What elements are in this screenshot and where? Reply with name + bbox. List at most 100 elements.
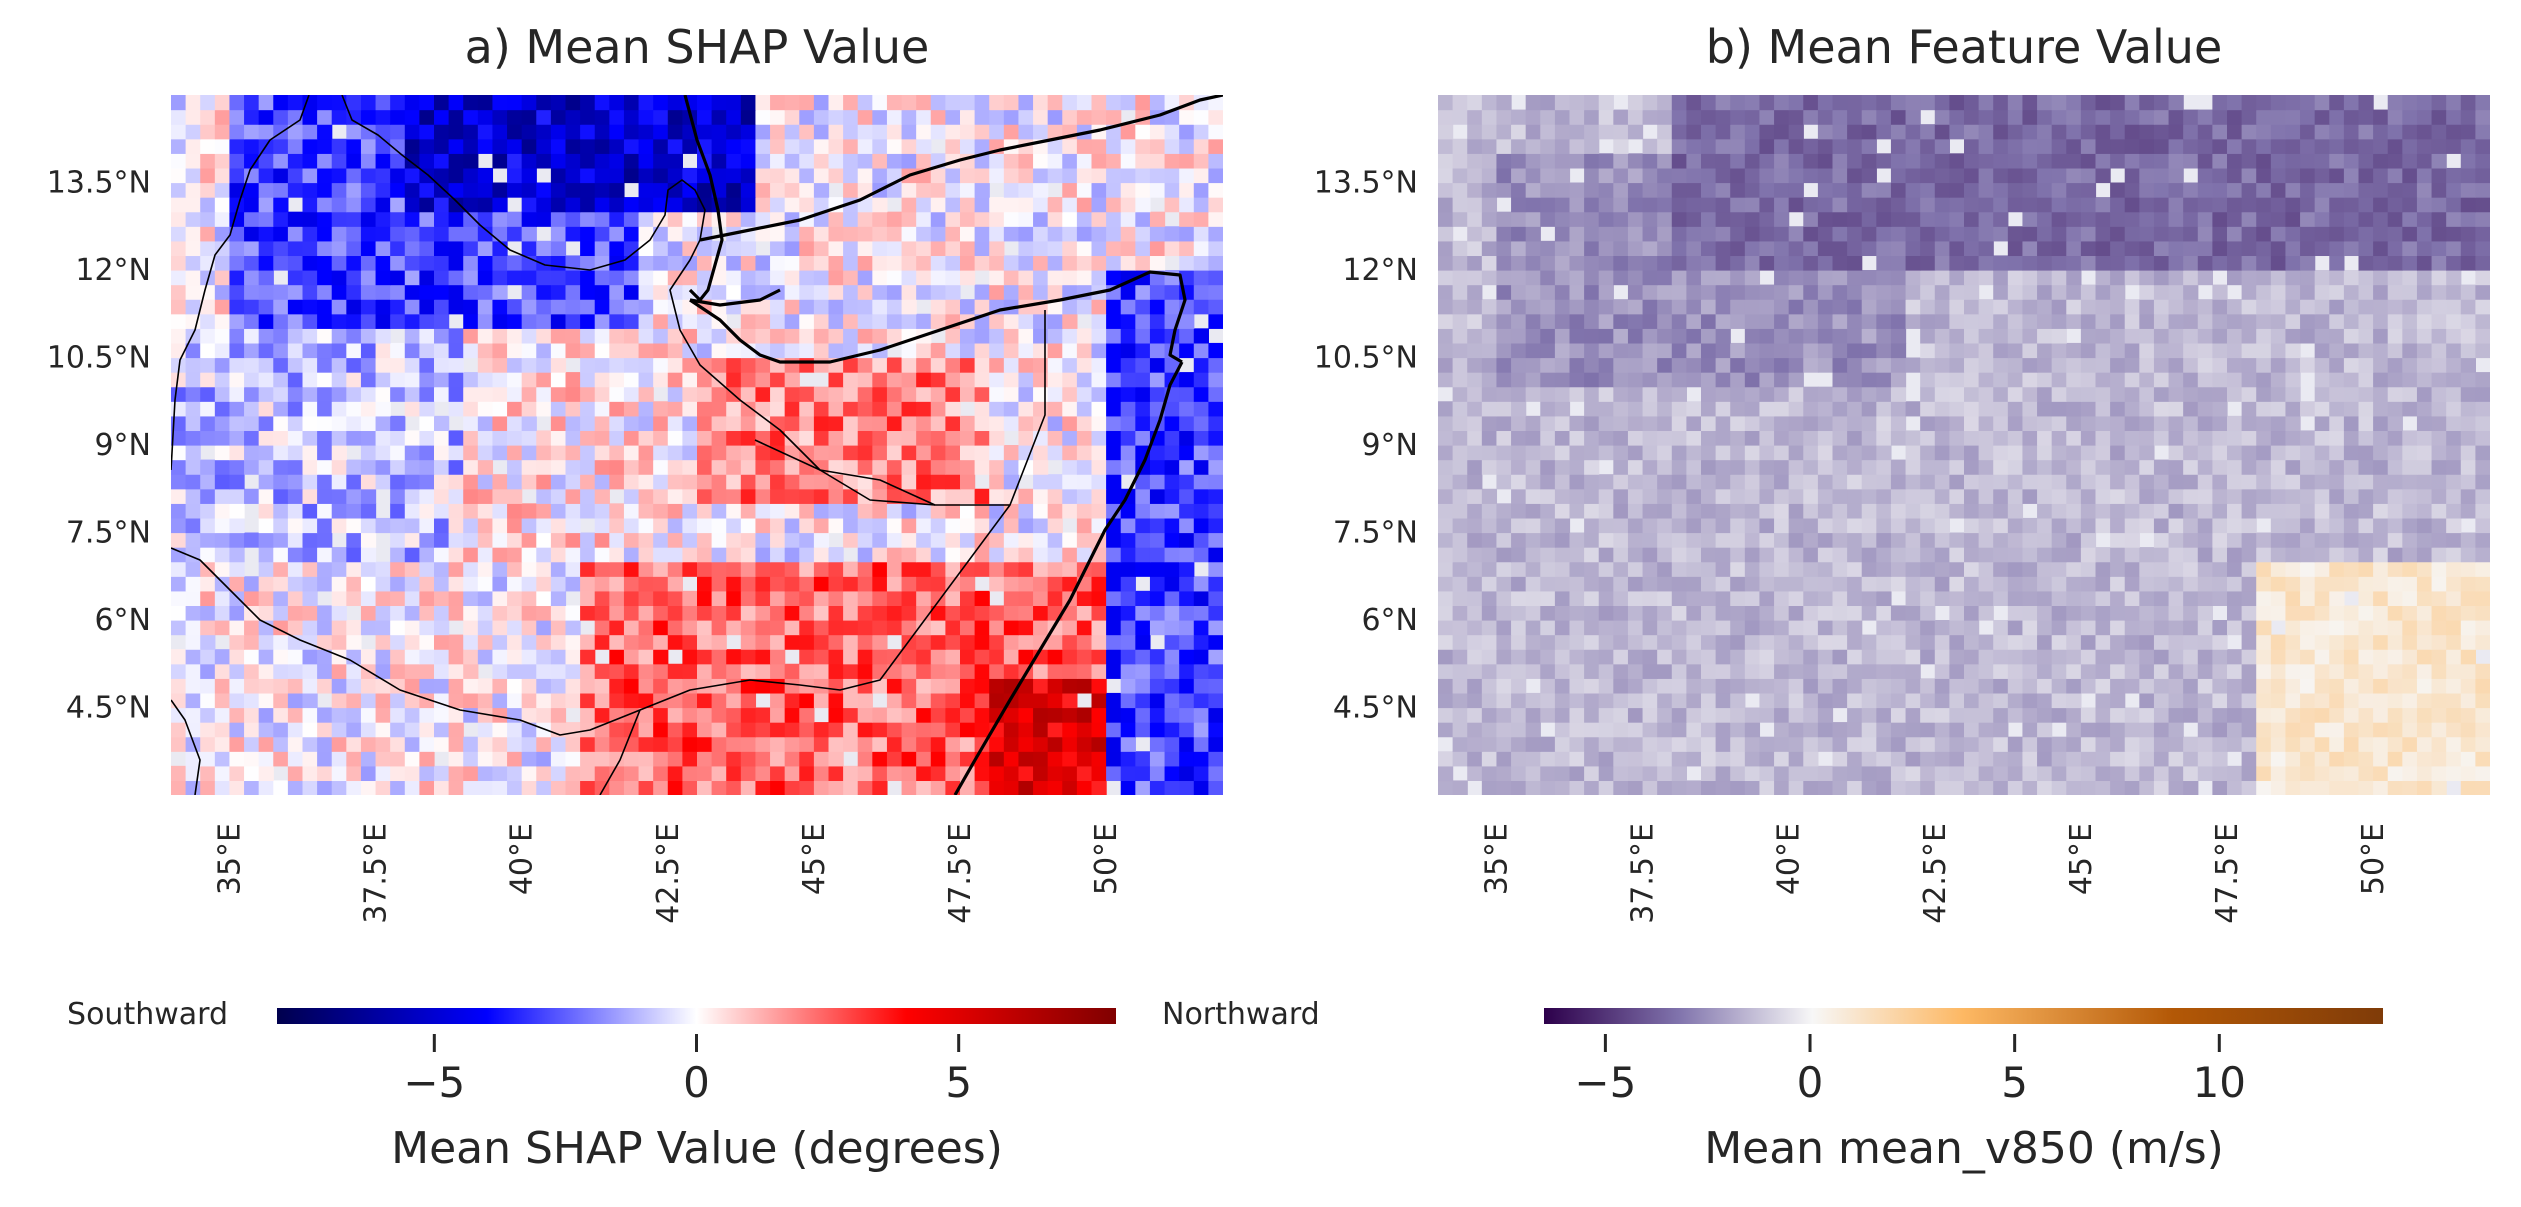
heatmap-cell xyxy=(2431,474,2447,490)
heatmap-cell xyxy=(550,459,567,475)
heatmap-cell xyxy=(536,561,552,577)
heatmap-cell xyxy=(828,445,844,461)
heatmap-cell xyxy=(1613,488,1629,504)
heatmap-cell xyxy=(1964,780,1980,795)
heatmap-cell xyxy=(331,663,347,679)
heatmap-cell xyxy=(302,226,318,242)
heatmap-cell xyxy=(784,517,800,534)
heatmap-cell xyxy=(1569,649,1585,665)
heatmap-cell xyxy=(1832,780,1848,795)
heatmap-cell xyxy=(1701,561,1717,577)
y-tick-label: 9°N xyxy=(94,428,151,463)
heatmap-cell xyxy=(2037,576,2053,592)
heatmap-cell xyxy=(565,386,581,402)
heatmap-cell xyxy=(2095,517,2111,534)
heatmap-cell xyxy=(857,751,873,767)
heatmap-cell xyxy=(1832,634,1848,650)
heatmap-cell xyxy=(930,751,946,767)
heatmap-cell xyxy=(1149,765,1166,782)
heatmap-cell xyxy=(331,459,347,475)
heatmap-cell xyxy=(477,167,494,184)
heatmap-cell xyxy=(843,357,859,373)
heatmap-cell xyxy=(434,415,450,432)
heatmap-cell xyxy=(317,736,333,752)
heatmap-cell xyxy=(1861,649,1877,665)
heatmap-cell xyxy=(419,620,435,636)
heatmap-cell xyxy=(492,430,508,446)
heatmap-cell xyxy=(901,124,917,140)
heatmap-cell xyxy=(1076,459,1093,475)
heatmap-cell xyxy=(1920,532,1936,548)
heatmap-cell xyxy=(1876,488,1892,504)
heatmap-cell xyxy=(2051,605,2067,621)
heatmap-cell xyxy=(1193,167,1209,184)
heatmap-cell xyxy=(667,415,683,432)
heatmap-cell xyxy=(594,240,610,257)
heatmap-cell xyxy=(360,547,377,563)
heatmap-cell xyxy=(1905,547,1921,563)
heatmap-cell xyxy=(346,211,362,227)
heatmap-cell xyxy=(2212,722,2228,738)
heatmap-cell xyxy=(507,503,523,519)
heatmap-cell xyxy=(1686,751,1702,767)
heatmap-cell xyxy=(799,284,815,300)
heatmap-cell xyxy=(580,605,596,621)
heatmap-cell xyxy=(857,736,873,752)
heatmap-cell xyxy=(1774,488,1790,504)
heatmap-cell xyxy=(1627,692,1644,709)
heatmap-cell xyxy=(404,109,420,125)
heatmap-cell xyxy=(726,620,742,636)
heatmap-cell xyxy=(287,678,304,694)
heatmap-cell xyxy=(171,590,187,607)
heatmap-cell xyxy=(1657,634,1673,650)
heatmap-cell xyxy=(638,532,654,548)
heatmap-cell xyxy=(1627,576,1644,592)
heatmap-cell xyxy=(755,736,771,752)
heatmap-cell xyxy=(828,620,844,636)
heatmap-cell xyxy=(2431,488,2447,504)
heatmap-cell xyxy=(813,182,830,198)
heatmap-cell xyxy=(1106,386,1122,402)
heatmap-cell xyxy=(536,634,552,650)
heatmap-cell xyxy=(2431,532,2447,548)
heatmap-cell xyxy=(1554,532,1571,548)
heatmap-cell xyxy=(740,284,757,300)
heatmap-cell xyxy=(916,620,932,636)
heatmap-cell xyxy=(1135,386,1151,402)
heatmap-cell xyxy=(653,765,669,782)
heatmap-cell xyxy=(697,357,713,373)
heatmap-cell xyxy=(1701,707,1717,723)
heatmap-cell xyxy=(740,197,757,213)
heatmap-cell xyxy=(930,299,946,315)
heatmap-cell xyxy=(1120,605,1136,621)
heatmap-cell xyxy=(1774,649,1790,665)
heatmap-cell xyxy=(419,532,435,548)
heatmap-cell xyxy=(726,517,742,534)
heatmap-cell xyxy=(2110,620,2126,636)
heatmap-cell xyxy=(1033,328,1049,344)
heatmap-cell xyxy=(229,663,245,679)
heatmap-cell xyxy=(989,386,1005,402)
heatmap-cell xyxy=(857,386,873,402)
heatmap-cell xyxy=(185,488,201,504)
heatmap-cell xyxy=(2460,692,2476,709)
heatmap-cell xyxy=(1744,722,1761,738)
heatmap-cell xyxy=(2270,517,2287,534)
heatmap-cell xyxy=(828,95,844,111)
heatmap-cell xyxy=(185,751,201,767)
heatmap-cell xyxy=(434,765,450,782)
heatmap-cell xyxy=(828,386,844,402)
heatmap-cell xyxy=(171,240,187,257)
heatmap-cell xyxy=(755,211,771,227)
heatmap-cell xyxy=(901,299,917,315)
heatmap-cell xyxy=(346,634,362,650)
heatmap-cell xyxy=(1208,299,1223,315)
heatmap-cell xyxy=(2475,751,2490,767)
heatmap-cell xyxy=(1076,401,1093,417)
heatmap-cell xyxy=(273,517,289,534)
heatmap-cell xyxy=(2270,488,2287,504)
heatmap-cell xyxy=(901,765,917,782)
heatmap-cell xyxy=(1452,736,1468,752)
heatmap-cell xyxy=(770,751,786,767)
heatmap-cell xyxy=(857,211,873,227)
